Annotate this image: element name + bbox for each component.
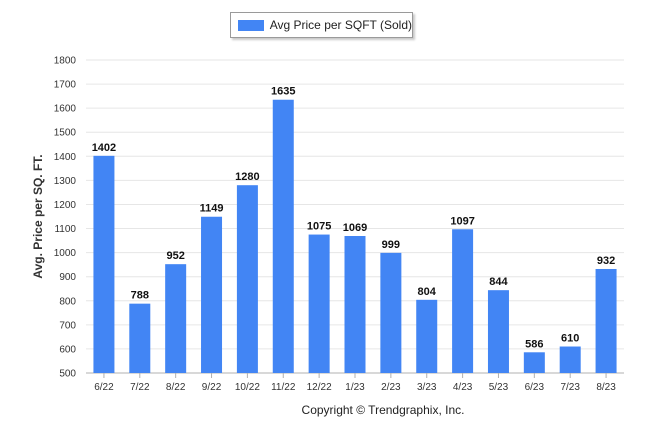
y-tick-label: 1100 [54,224,76,235]
legend-label: Avg Price per SQFT (Sold) [269,18,412,32]
y-tick-label: 1700 [54,80,77,91]
data-label: 1635 [271,86,295,98]
data-label: 610 [561,333,579,345]
x-tick-label: 3/23 [417,382,437,393]
bar [380,252,402,373]
bar [308,234,330,373]
bar [452,229,474,373]
copyright-text: Copyright © Trendgraphix, Inc. [301,403,465,417]
bar [236,185,258,373]
x-tick-label: 10/22 [235,382,260,393]
data-label: 1075 [307,221,331,233]
x-tick-label: 5/23 [489,382,509,393]
bar-chart: 500 600 700 800 900 1000 1100 1200 1300 1400 1500 1… [31,56,624,393]
data-label: 1280 [235,171,259,183]
y-tick-label: 1400 [54,152,77,163]
bar [344,236,366,373]
bar [272,99,294,373]
x-tick-label: 8/22 [166,382,186,393]
y-tick-label: 1200 [54,200,77,211]
bar [523,352,545,373]
bar [165,264,187,373]
y-axis-title: Avg. Price per SQ. FT. [31,154,45,278]
data-label: 999 [382,239,400,251]
y-tick-label: 1000 [54,248,77,259]
data-label: 788 [131,290,149,302]
y-tick-label: 1300 [54,176,77,187]
y-tick-label: 500 [59,369,76,380]
data-label: 804 [418,286,437,298]
x-tick-label: 6/23 [525,382,545,393]
legend: Avg Price per SQFT (Sold) [230,12,413,38]
x-tick-label: 2/23 [381,382,401,393]
x-tick-label: 8/23 [596,382,616,393]
y-tick-label: 1600 [54,104,77,115]
y-tick-label: 700 [59,320,76,331]
data-label: 1097 [450,215,474,227]
bar [595,268,617,373]
x-tick-label: 12/22 [307,382,332,393]
x-tick-label: 7/22 [130,382,150,393]
x-tick-label: 11/22 [271,382,296,393]
data-label: 932 [597,255,615,267]
data-label: 844 [489,276,508,288]
x-tick-label: 1/23 [345,382,365,393]
data-label: 1149 [200,203,224,215]
bar [129,303,151,373]
x-tick-label: 6/22 [94,382,114,393]
y-tick-label: 1500 [54,128,77,139]
legend-swatch [238,19,264,31]
y-tick-label: 800 [59,296,76,307]
y-tick-label: 600 [59,344,76,355]
x-tick-label: 7/23 [560,382,580,393]
y-tick-label: 1800 [54,56,77,67]
y-tick-label: 900 [59,272,76,283]
x-tick-label: 9/22 [202,382,222,393]
bar [416,299,438,373]
data-label: 586 [525,338,543,350]
bar [487,290,509,373]
bar [93,155,115,373]
bar [559,346,581,373]
data-label: 952 [166,250,184,262]
data-label: 1069 [343,222,367,234]
bar [201,216,223,373]
x-tick-label: 4/23 [453,382,473,393]
data-label: 1402 [92,142,116,154]
